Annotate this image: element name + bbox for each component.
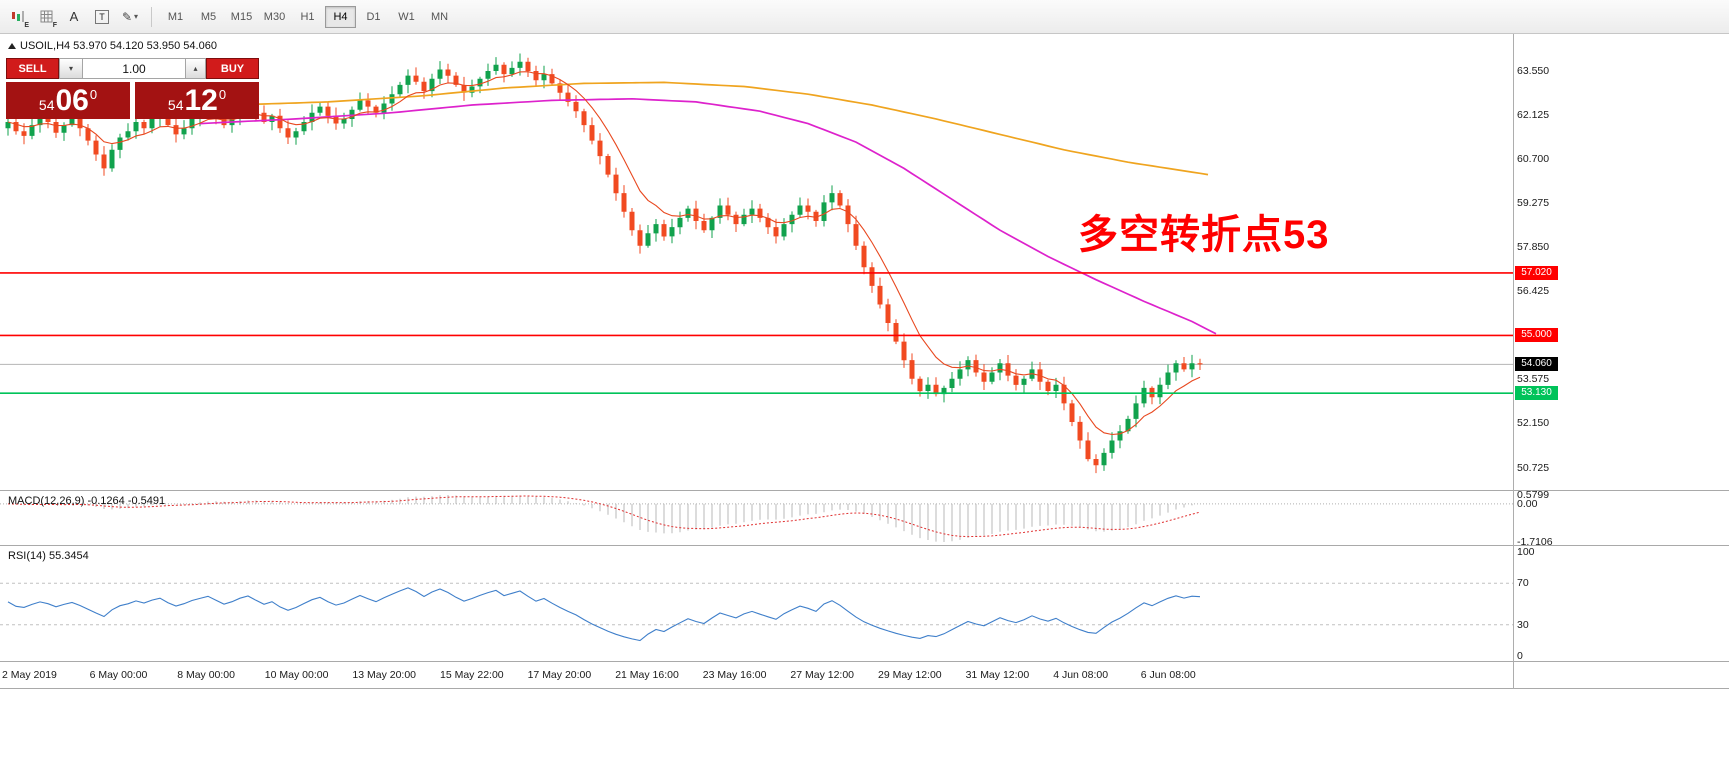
symbol-marker-icon — [8, 43, 16, 49]
chart-annotation: 多空转折点53 — [1078, 213, 1330, 257]
time-axis[interactable]: 2 May 2019 6 May 00:00 8 May 00:00 10 May 0… — [0, 662, 1729, 689]
y-axis-label: 56.425 — [1517, 285, 1550, 298]
custom-tool-e-button[interactable]: E — [5, 5, 31, 29]
x-axis-label: 6 May 00:00 — [89, 669, 148, 681]
sell-button[interactable]: SELL — [6, 58, 59, 79]
y-axis-label: 50.725 — [1517, 461, 1550, 474]
main-chart-panel: USOIL,H4 53.970 54.120 53.950 54.060 SEL… — [0, 34, 1729, 491]
macd-axis-label: -1.7106 — [1517, 536, 1553, 548]
x-axis-label: 8 May 00:00 — [177, 669, 235, 681]
rsi-axis-label: 70 — [1517, 577, 1529, 590]
bid-pipette: 0 — [89, 86, 98, 102]
textbox-tool-label: T — [95, 9, 109, 24]
timeframe-m30-button[interactable]: M30 — [259, 6, 290, 28]
x-axis-label: 27 May 12:00 — [790, 669, 855, 681]
timeframe-mn-button[interactable]: MN — [424, 6, 455, 28]
x-axis-label: 17 May 20:00 — [527, 669, 592, 681]
timeframe-h1-button[interactable]: H1 — [292, 6, 323, 28]
candlestick-icon — [12, 11, 24, 22]
timeframe-d1-button[interactable]: D1 — [358, 6, 389, 28]
x-axis-label: 4 Jun 08:00 — [1053, 669, 1109, 681]
chevron-down-icon: ▾ — [134, 12, 139, 21]
timeframe-h4-button[interactable]: H4 — [325, 5, 356, 28]
ask-big-figure: 12 — [184, 83, 218, 117]
chevron-down-icon: ▾ — [68, 64, 73, 73]
timeframe-m5-button[interactable]: M5 — [193, 6, 224, 28]
chevron-up-icon: ▴ — [193, 64, 198, 73]
price-scale-separator — [1513, 34, 1514, 689]
x-axis-label: 21 May 16:00 — [615, 669, 679, 681]
ohlc-text: USOIL,H4 53.970 54.120 53.950 54.060 — [20, 40, 217, 52]
custom-tool-f-button[interactable]: F — [33, 5, 59, 29]
y-axis-label: 59.275 — [1517, 197, 1550, 210]
support-level-badge[interactable]: 53.130 — [1515, 386, 1558, 401]
x-axis-label: 2 May 2019 — [2, 669, 57, 681]
tool-sub-label: F — [52, 21, 57, 29]
toolbar-separator — [151, 6, 152, 27]
bid-big-figure: 06 — [55, 83, 89, 117]
timeframe-m1-button[interactable]: M1 — [160, 6, 191, 28]
top-toolbar: E F A T ✎ ▾ M1 M5 M15 M30 H1 H4 D1 W1 MN — [0, 0, 1729, 34]
macd-panel: MACD(12,26,9) -0.1264 -0.5491 0.5799 0.00… — [0, 489, 1729, 548]
trade-controls-row: SELL ▾ ▴ BUY — [6, 58, 259, 79]
rsi-axis-label: 30 — [1517, 618, 1529, 631]
bid-prefix: 54 — [38, 96, 55, 113]
rsi-panel: RSI(14) 55.3454 100 70 30 0 — [0, 546, 1729, 662]
ohlc-header: USOIL,H4 53.970 54.120 53.950 54.060 — [8, 40, 217, 52]
pencil-icon: ✎ — [121, 9, 133, 24]
order-type-dropdown[interactable]: ▾ — [59, 58, 83, 79]
ask-prefix: 54 — [167, 96, 184, 113]
timeframe-w1-button[interactable]: W1 — [391, 6, 422, 28]
grid-icon — [40, 10, 52, 23]
x-axis-label: 29 May 12:00 — [878, 669, 942, 681]
y-axis-label: 63.550 — [1517, 65, 1550, 77]
timeframe-m15-button[interactable]: M15 — [226, 6, 257, 28]
y-axis-label: 62.125 — [1517, 109, 1550, 122]
text-box-tool-button[interactable]: T — [89, 5, 115, 29]
sell-price-box[interactable]: 54 06 0 — [6, 82, 130, 119]
x-axis-label: 23 May 16:00 — [702, 669, 767, 681]
macd-canvas[interactable] — [0, 491, 1729, 546]
y-axis-label: 52.150 — [1517, 417, 1550, 430]
buy-button[interactable]: BUY — [206, 58, 259, 79]
rsi-axis-label: 0 — [1517, 650, 1523, 662]
trade-prices-row: 54 06 0 54 12 0 — [6, 82, 259, 119]
x-axis-label: 13 May 20:00 — [352, 669, 417, 681]
rsi-canvas[interactable] — [0, 546, 1729, 662]
y-axis-label: 60.700 — [1517, 153, 1550, 166]
rsi-label: RSI(14) 55.3454 — [8, 550, 89, 562]
draw-tools-button[interactable]: ✎ ▾ — [117, 5, 143, 29]
macd-axis-label: 0.5799 — [1517, 489, 1550, 501]
text-tool-label: A — [69, 9, 79, 24]
macd-label: MACD(12,26,9) -0.1264 -0.5491 — [8, 495, 166, 507]
resistance-level-badge[interactable]: 55.000 — [1515, 328, 1558, 343]
buy-price-box[interactable]: 54 12 0 — [135, 82, 259, 119]
x-axis-label: 31 May 12:00 — [965, 669, 1030, 681]
x-axis-label: 6 Jun 08:00 — [1140, 669, 1196, 681]
x-axis-label: 15 May 22:00 — [440, 669, 504, 681]
text-label-tool-button[interactable]: A — [61, 5, 87, 29]
y-axis-label: 53.575 — [1517, 373, 1550, 386]
x-axis-label: 10 May 00:00 — [264, 669, 329, 681]
macd-axis-label: 0.00 — [1517, 497, 1538, 510]
y-axis-label: 57.850 — [1517, 241, 1550, 254]
resistance-level-badge[interactable]: 57.020 — [1515, 265, 1558, 280]
price-chart-canvas[interactable] — [0, 34, 1729, 491]
ask-pipette: 0 — [218, 86, 227, 102]
volume-spin-up[interactable]: ▴ — [186, 58, 206, 79]
one-click-trading-panel: SELL ▾ ▴ BUY 54 06 0 54 12 — [6, 58, 259, 119]
rsi-axis-label: 100 — [1517, 546, 1535, 558]
tool-sub-label: E — [24, 21, 29, 29]
volume-input[interactable] — [83, 58, 186, 79]
current-price-badge: 54.060 — [1515, 357, 1558, 372]
